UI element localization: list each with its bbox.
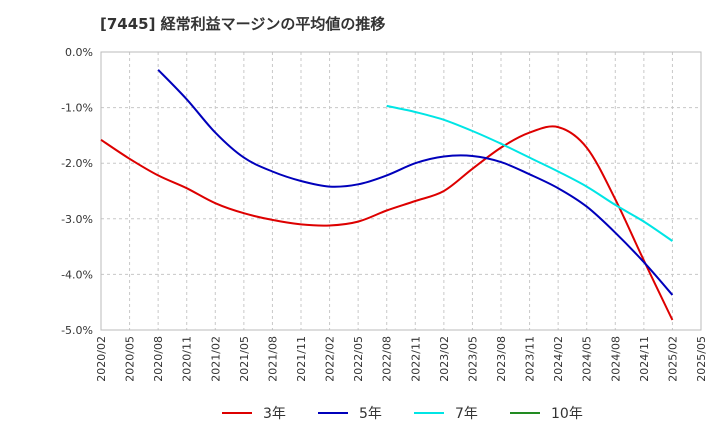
x-tick-label: 2025/05 [695,336,708,382]
y-axis: 0.0% -1.0% -2.0% -3.0% -4.0% -5.0% [61,46,93,337]
plot-area-border [100,51,702,331]
x-tick-label: 2021/02 [209,336,222,382]
x-tick-label: 2022/05 [352,336,365,382]
y-tick-label: -4.0% [61,268,93,281]
x-tick-label: 2020/11 [181,336,194,382]
series-line-0 [100,125,674,321]
x-tick-label: 2022/11 [409,336,422,382]
y-tick-label: -1.0% [61,102,93,115]
x-tick-label: 2023/11 [524,336,537,382]
x-tick-label: 2020/05 [124,336,137,382]
x-tick-label: 2021/05 [238,336,251,382]
x-tick-label: 2021/11 [295,336,308,382]
x-tick-label: 2023/05 [466,336,479,382]
series-line-1 [157,69,674,296]
x-tick-label: 2025/02 [666,336,679,382]
legend-label-0: 3年 [263,406,286,422]
x-tick-label: 2024/02 [552,336,565,382]
y-tick-label: -2.0% [61,157,93,170]
y-tick-label: -5.0% [61,324,93,337]
chart-title: [7445] 経常利益マージンの平均値の推移 [100,15,385,33]
series-line-2 [386,104,673,242]
x-tick-label: 2022/02 [324,336,337,382]
x-tick-label: 2023/08 [495,336,508,382]
legend: 3年 5年 7年 10年 [222,406,583,422]
x-tick-label: 2024/08 [609,336,622,382]
x-tick-label: 2022/08 [381,336,394,382]
legend-label-3: 10年 [551,406,583,422]
legend-label-1: 5年 [359,406,382,422]
y-tick-label: -3.0% [61,213,93,226]
x-tick-label: 2024/11 [638,336,651,382]
x-tick-label: 2021/08 [266,336,279,382]
x-tick-label: 2024/05 [581,336,594,382]
y-tick-label: 0.0% [65,46,93,59]
x-axis: 2020/02 2020/05 2020/08 2020/11 2021/02 2021/… [95,336,708,382]
x-tick-label: 2020/08 [152,336,165,382]
x-tick-label: 2023/02 [438,336,451,382]
x-tick-label: 2020/02 [95,336,108,382]
legend-label-2: 7年 [455,406,478,422]
series-group [100,69,674,321]
